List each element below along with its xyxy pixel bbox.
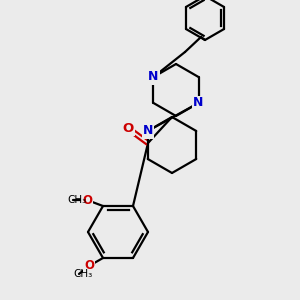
Text: CH₃: CH₃ — [67, 195, 86, 205]
Text: N: N — [148, 70, 159, 83]
Text: O: O — [122, 122, 134, 134]
Text: N: N — [193, 97, 204, 110]
Text: CH₃: CH₃ — [73, 269, 92, 279]
Text: O: O — [84, 260, 94, 272]
Text: O: O — [82, 194, 92, 206]
Text: N: N — [142, 124, 153, 137]
